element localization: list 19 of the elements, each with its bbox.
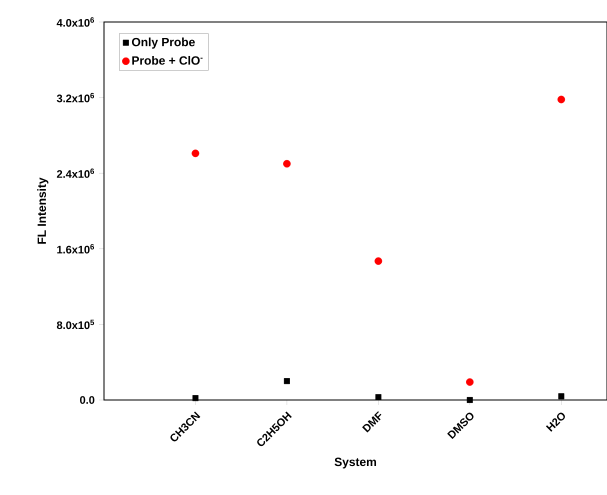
point xyxy=(466,397,473,403)
point xyxy=(283,160,291,168)
legend-label: Probe + ClO$^{-}$ xyxy=(132,56,203,65)
y-tick-label: 0.0 xyxy=(80,396,94,404)
point xyxy=(374,257,382,265)
legend-label: Only Probe xyxy=(132,38,195,49)
y-tick-label: 2.4x10$^{6}$ xyxy=(56,168,94,178)
point xyxy=(466,378,474,386)
x-axis-title: System xyxy=(334,458,376,468)
point xyxy=(192,150,200,158)
y-tick-label: 1.6x10$^{6}$ xyxy=(57,244,94,254)
y-axis-title: FL Intensity xyxy=(37,178,48,244)
point xyxy=(558,393,564,400)
y-tick-label: 3.2x10$^{6}$ xyxy=(56,92,94,102)
point xyxy=(192,395,198,402)
y-tick-label: 4.0x10$^{6}$ xyxy=(56,17,94,27)
y-tick-label: 8.0x10$^{5}$ xyxy=(56,320,94,330)
point xyxy=(284,378,290,384)
point xyxy=(557,96,566,104)
